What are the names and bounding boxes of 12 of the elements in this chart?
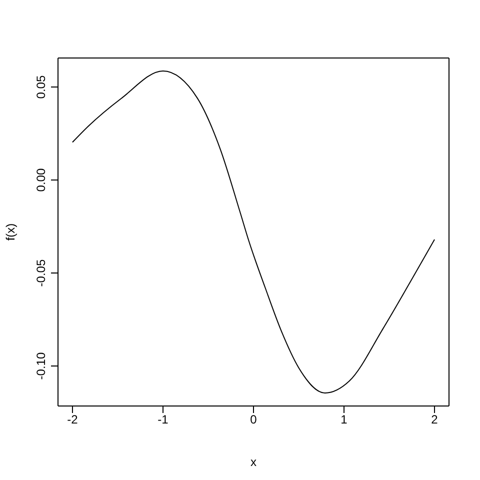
y-tick-label: 0.05 [34,75,48,99]
y-axis-title: f(x) [3,223,18,241]
x-tick-label: 2 [431,412,438,427]
x-tick-label: -2 [67,412,78,427]
y-tick-label: -0.10 [34,352,48,380]
x-tick-label: 0 [250,412,258,427]
y-tick-label: 0.00 [34,168,48,192]
x-axis-title: x [250,455,256,469]
x-tick-label: 1 [340,412,348,427]
x-tick-label: -1 [158,412,169,427]
y-tick-label: -0.05 [34,259,48,287]
line-series [72,70,436,394]
